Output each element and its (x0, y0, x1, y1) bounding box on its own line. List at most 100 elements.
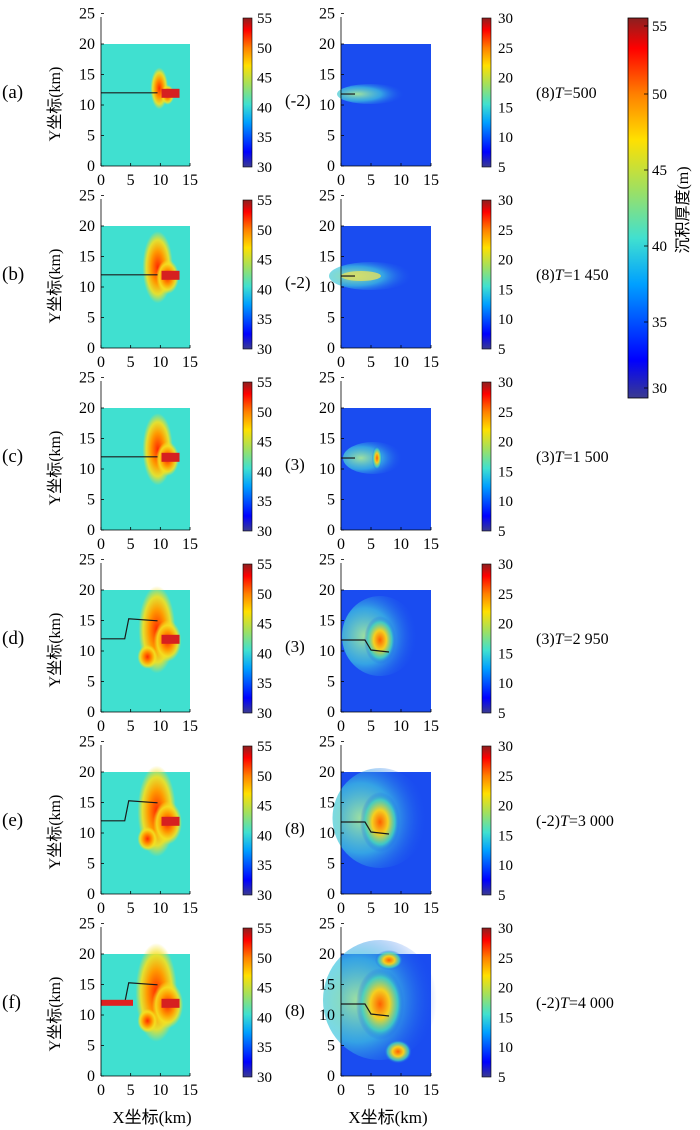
right-heatmap: 0 5 10 15 20 25 0 5 10 15 (319, 734, 439, 918)
plume-hot (364, 616, 396, 665)
right-colorbar-tick-label: 15 (498, 282, 513, 298)
plume (337, 84, 405, 105)
left-heatmap: 0 5 10 15 20 25 0 5 10 15 (79, 370, 198, 554)
x-tick-label: 5 (367, 718, 375, 735)
y-tick-label: 20 (319, 400, 335, 417)
x-tick-label: 10 (152, 900, 168, 917)
x-tick-label: 15 (423, 1082, 439, 1099)
deposit-core (161, 452, 180, 462)
y-tick-label: 0 (327, 1068, 335, 1085)
x-tick-label: 0 (97, 172, 105, 189)
left-colorbar-tick-label: 35 (257, 676, 272, 692)
left-colorbar-tick-label: 50 (257, 769, 272, 785)
y-tick-label: 0 (87, 522, 95, 539)
x-tick-label: 10 (152, 354, 168, 371)
y-tick-label: 20 (79, 218, 95, 235)
right-colorbar-tick-label: 5 (498, 524, 506, 540)
y-tick-label: 20 (79, 946, 95, 963)
y-tick-label: 5 (327, 310, 335, 327)
y-tick-label: 15 (79, 67, 95, 84)
right-colorbar (481, 199, 492, 350)
panel-label: (f) (2, 992, 21, 1013)
time-annotation: (-2)T=4 000 (536, 995, 614, 1012)
x-tick-label: 5 (127, 718, 135, 735)
right-heatmap: 0 5 10 15 20 25 0 5 10 15 (319, 6, 439, 190)
y-tick-label: 0 (87, 704, 95, 721)
x-tick-label: 0 (337, 1082, 345, 1099)
y-tick-label: 10 (319, 97, 335, 114)
left-heatmap: 0 5 10 15 20 25 0 5 10 15 (79, 6, 198, 190)
y-tick-label: 0 (327, 886, 335, 903)
left-colorbar (242, 199, 253, 350)
right-colorbar-tick-label: 25 (498, 41, 513, 57)
x-tick-label: 5 (367, 900, 375, 917)
left-colorbar-tick-label: 30 (257, 524, 272, 540)
y-tick-label: 5 (87, 1038, 95, 1055)
main-colorbar-tick-label: 35 (652, 315, 667, 331)
left-colorbar-tick-label: 40 (257, 646, 272, 662)
y-tick-label: 0 (327, 340, 335, 357)
x-tick-label: 0 (337, 354, 345, 371)
y-tick-label: 25 (319, 916, 335, 933)
left-colorbar-tick-label: 40 (257, 1010, 272, 1026)
y-axis-title: Y坐标(km) (46, 249, 64, 324)
left-colorbar-tick-label: 55 (257, 193, 272, 209)
right-colorbar-tick-label: 20 (498, 617, 513, 633)
left-colorbar-tick-label: 55 (257, 557, 272, 573)
x-tick-label: 5 (127, 1082, 135, 1099)
y-tick-label: 5 (87, 674, 95, 691)
middle-label: (3) (285, 455, 305, 474)
left-colorbar (242, 927, 253, 1078)
plume-hot (384, 1039, 412, 1064)
left-colorbar-tick-label: 50 (257, 951, 272, 967)
x-tick-label: 0 (97, 718, 105, 735)
right-heatmap: 0 5 10 15 20 25 0 5 10 15 (319, 552, 439, 736)
y-tick-label: 10 (319, 279, 335, 296)
channel-line (101, 800, 158, 822)
x-tick-label: 10 (393, 172, 409, 189)
right-colorbar-tick-label: 25 (498, 587, 513, 603)
time-annotation: (8)T=500 (536, 85, 597, 102)
main-colorbar-tick-label: 50 (652, 87, 667, 103)
left-colorbar-tick-label: 30 (257, 888, 272, 904)
plume-core (341, 271, 381, 282)
plume-spike (372, 446, 382, 471)
left-colorbar-tick-label: 45 (257, 253, 272, 269)
left-colorbar-tick-label: 45 (257, 799, 272, 815)
right-colorbar-tick-label: 30 (498, 375, 513, 391)
y-tick-label: 20 (319, 764, 335, 781)
x-tick-label: 5 (127, 536, 135, 553)
plume-hot (356, 968, 404, 1041)
right-colorbar-tick-label: 25 (498, 951, 513, 967)
main-colorbar-ramp (627, 17, 649, 399)
x-tick-label: 10 (152, 718, 168, 735)
right-colorbar-tick-label: 20 (498, 435, 513, 451)
left-colorbar-tick-label: 50 (257, 223, 272, 239)
right-colorbar-tick-label: 10 (498, 1040, 513, 1056)
plume-hot (360, 792, 400, 853)
y-tick-label: 15 (319, 613, 335, 630)
right-colorbar-tick-label: 5 (498, 888, 506, 904)
panel-label: (a) (2, 82, 23, 103)
x-tick-label: 15 (182, 354, 198, 371)
right-colorbar (481, 927, 492, 1078)
x-tick-label: 0 (337, 718, 345, 735)
y-tick-label: 20 (79, 400, 95, 417)
y-tick-label: 20 (79, 764, 95, 781)
x-tick-label: 10 (152, 1082, 168, 1099)
left-colorbar (242, 17, 253, 168)
left-colorbar-tick-label: 30 (257, 160, 272, 176)
y-tick-label: 10 (79, 1007, 95, 1024)
y-tick-label: 20 (319, 218, 335, 235)
y-tick-label: 25 (79, 6, 95, 23)
right-colorbar-tick-label: 20 (498, 253, 513, 269)
x-tick-label: 5 (127, 172, 135, 189)
left-heatmap: 0 5 10 15 20 25 0 5 10 15 (79, 552, 198, 736)
right-colorbar-tick-label: 25 (498, 223, 513, 239)
y-axis-title: Y坐标(km) (46, 613, 64, 688)
y-tick-label: 0 (87, 340, 95, 357)
y-tick-label: 0 (327, 522, 335, 539)
y-tick-label: 10 (319, 643, 335, 660)
y-tick-label: 0 (87, 158, 95, 175)
